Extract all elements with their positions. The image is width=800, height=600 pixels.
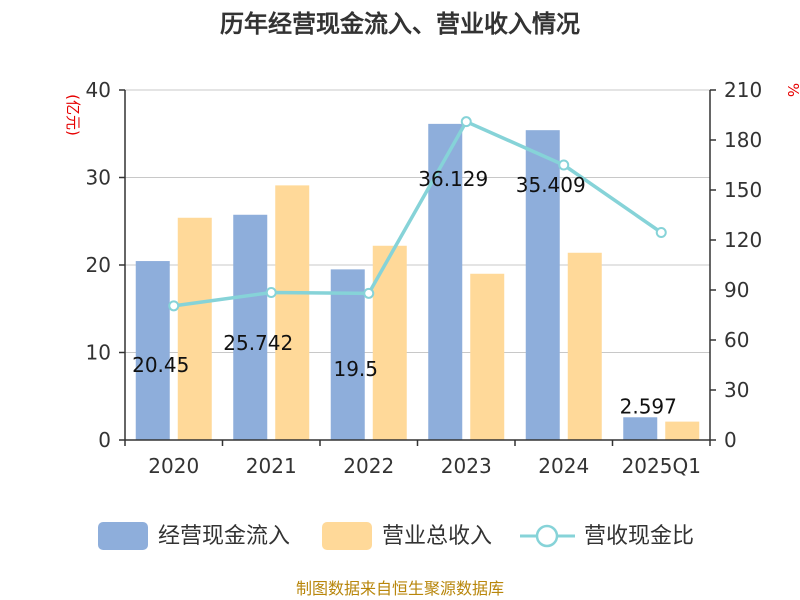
ratio-point xyxy=(460,116,472,128)
legend-label-ratio: 营收现金比 xyxy=(584,524,694,549)
y-left-tick-label: 30 xyxy=(86,166,111,190)
y-right-tick-label: 150 xyxy=(724,178,762,202)
ratio-point xyxy=(655,227,667,238)
x-tick-label: 2024 xyxy=(538,454,589,478)
y-left-tick-label: 10 xyxy=(86,341,111,365)
x-tick-label: 2022 xyxy=(343,454,394,478)
data-labels: 20.45 25.742 19.5 36.129 35.409 2.597 xyxy=(132,167,677,418)
y-left-tick-label: 40 xyxy=(86,78,111,102)
bars xyxy=(135,123,700,440)
y-left-tick-label: 20 xyxy=(86,253,111,277)
x-tick-label: 2021 xyxy=(246,454,297,478)
bar-revenue xyxy=(567,252,602,440)
bar-cashflow xyxy=(623,417,658,440)
bar-revenue xyxy=(275,185,310,440)
y-left-label: (亿元) xyxy=(64,94,82,136)
legend: 经营现金流入 营业总收入 营收现金比 xyxy=(98,522,694,550)
y-left-tick-label: 0 xyxy=(98,428,111,452)
bar-cashflow xyxy=(330,269,365,440)
ratio-point xyxy=(363,287,375,299)
source-note: 制图数据来自恒生聚源数据库 xyxy=(296,579,504,598)
data-label-cashflow: 19.5 xyxy=(333,357,378,381)
x-tick-label: 2020 xyxy=(148,454,199,478)
data-label-cashflow: 2.597 xyxy=(620,394,677,418)
legend-label-cashflow: 经营现金流入 xyxy=(158,524,290,549)
ratio-point xyxy=(265,287,277,298)
tick-labels: 0 10 20 30 40 0 30 60 90 120 150 180 210 2020 2021 2022… xyxy=(86,78,763,478)
bar-cashflow xyxy=(233,214,268,440)
legend-label-revenue: 营业总收入 xyxy=(382,524,492,549)
ratio-point xyxy=(168,300,180,312)
legend-marker-ratio xyxy=(535,524,559,548)
y-right-tick-label: 30 xyxy=(724,378,749,402)
legend-swatch-cashflow xyxy=(98,522,148,550)
y-right-tick-label: 90 xyxy=(724,278,749,302)
chart-title: 历年经营现金流入、营业收入情况 xyxy=(220,10,580,38)
data-label-cashflow: 20.45 xyxy=(132,353,189,377)
bar-cashflow xyxy=(525,130,560,440)
bar-revenue xyxy=(665,421,700,440)
ratio-polyline xyxy=(173,119,663,308)
data-label-cashflow: 35.409 xyxy=(516,173,586,197)
y-right-tick-label: 120 xyxy=(724,228,762,252)
legend-swatch-revenue xyxy=(322,522,372,550)
y-right-tick-label: 180 xyxy=(724,128,762,152)
y-right-tick-label: 210 xyxy=(724,78,762,102)
bar-cashflow xyxy=(135,261,170,440)
data-label-cashflow: 36.129 xyxy=(418,167,488,191)
data-label-cashflow: 25.742 xyxy=(223,331,293,355)
bar-revenue xyxy=(470,273,505,440)
y-right-label: % xyxy=(784,83,800,97)
grid-lines xyxy=(125,89,710,353)
y-right-tick-label: 0 xyxy=(724,428,737,452)
ratio-line xyxy=(168,116,667,312)
x-tick-label: 2025Q1 xyxy=(622,454,701,478)
y-right-tick-label: 60 xyxy=(724,328,749,352)
x-tick-label: 2023 xyxy=(441,454,492,478)
bar-revenue xyxy=(177,217,212,440)
ratio-point xyxy=(558,159,570,171)
